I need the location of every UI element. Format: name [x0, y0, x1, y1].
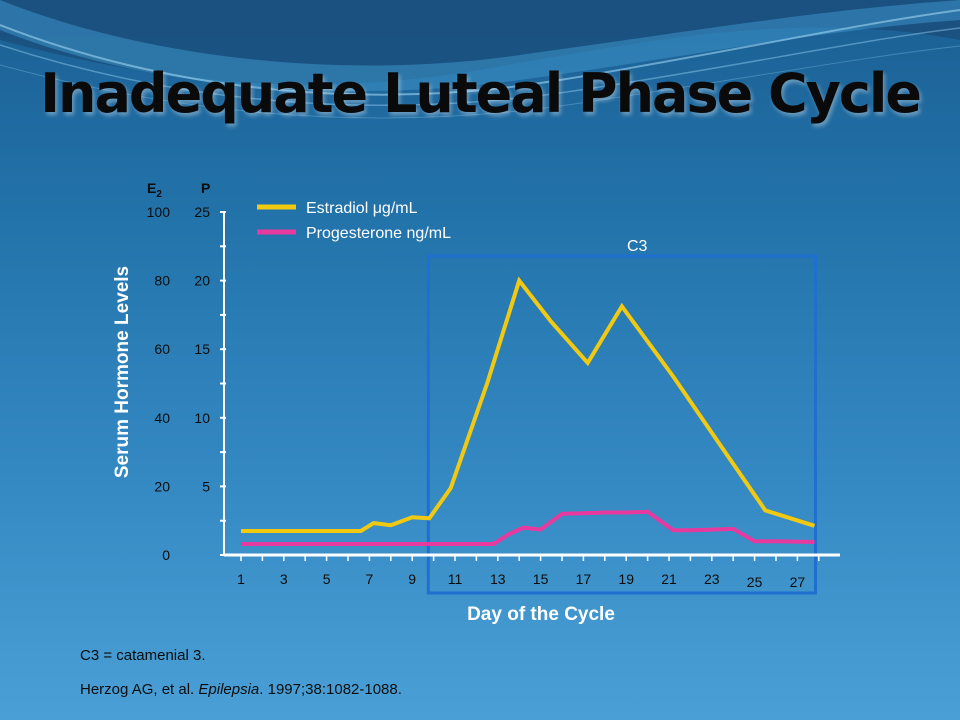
- x-tick-label: 25: [747, 574, 763, 590]
- x-tick-label: 7: [366, 571, 374, 587]
- series-line-estradiol: [241, 276, 816, 533]
- series-line-progesterone: [241, 509, 815, 546]
- left-tick-label: 40: [154, 410, 170, 426]
- x-tick-label: 27: [790, 574, 806, 590]
- x-tick-label: 15: [533, 571, 549, 587]
- right-tick-label: 25: [194, 204, 210, 220]
- citation-details: . 1997;38:1082-1088.: [259, 681, 402, 698]
- legend-label-estradiol: Estradiol μg/mL: [306, 200, 418, 217]
- x-tick-label: 19: [618, 571, 634, 587]
- right-tick-label: 5: [202, 478, 210, 494]
- legend-name-progesterone: Progesterone: [306, 225, 402, 242]
- x-tick-label: 3: [280, 571, 288, 587]
- annotation-c3-box: [426, 254, 818, 595]
- footnote: C3 = catamenial 3.: [80, 647, 206, 664]
- x-tick-label: 23: [704, 571, 720, 587]
- citation: Herzog AG, et al. Epilepsia. 1997;38:108…: [80, 681, 402, 698]
- left-axis-label: E2: [147, 180, 162, 200]
- x-axis-title: Day of the Cycle: [467, 604, 615, 625]
- x-tick-label: 9: [408, 571, 416, 587]
- x-tick-label: 11: [448, 571, 463, 587]
- legend-name-estradiol: Estradiol: [306, 200, 368, 217]
- right-tick-label: 10: [194, 410, 210, 426]
- left-tick-label: 60: [154, 341, 170, 357]
- x-tick-label: 17: [576, 571, 592, 587]
- legend-unit-estradiol: μg/mL: [373, 200, 418, 217]
- x-tick-label: 21: [661, 571, 677, 587]
- left-tick-label: 20: [154, 478, 170, 494]
- y-axis-title: Serum Hormone Levels: [112, 266, 133, 478]
- x-tick-label: 1: [237, 571, 245, 587]
- background-waves: [0, 0, 960, 119]
- citation-journal: Epilepsia: [198, 681, 260, 698]
- right-axis-label: P: [201, 180, 210, 196]
- left-tick-label: 100: [147, 204, 171, 220]
- annotation-c3-label: C3: [627, 238, 648, 255]
- x-tick-label: 13: [490, 571, 506, 587]
- legend-label-progesterone: Progesterone ng/mL: [306, 225, 451, 242]
- left-tick-label: 0: [162, 547, 170, 563]
- left-tick-label: 80: [154, 273, 170, 289]
- right-tick-label: 15: [194, 341, 210, 357]
- slide-title: Inadequate Luteal Phase Cycle: [39, 62, 922, 125]
- x-tick-label: 5: [323, 571, 331, 587]
- citation-authors: Herzog AG, et al.: [80, 681, 195, 698]
- legend-unit-progesterone: ng/mL: [407, 225, 452, 242]
- right-tick-label: 20: [194, 273, 210, 289]
